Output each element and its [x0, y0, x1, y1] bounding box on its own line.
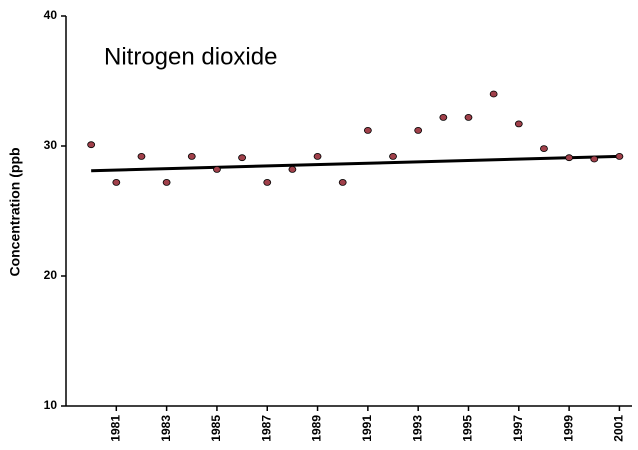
point — [615, 152, 624, 160]
point — [288, 165, 297, 173]
point — [338, 178, 347, 186]
y-tick-label: 20 — [44, 268, 58, 282]
point — [112, 178, 121, 186]
point — [489, 90, 498, 98]
point — [238, 154, 246, 162]
point — [263, 178, 272, 186]
x-tick-label: 1997 — [511, 415, 525, 442]
point — [187, 152, 196, 160]
point — [414, 126, 423, 134]
y-tick-label: 30 — [44, 138, 58, 152]
point — [464, 114, 473, 121]
x-tick-label: 1983 — [159, 415, 173, 442]
x-tick-label: 1995 — [461, 415, 475, 442]
x-tick-label: 1987 — [259, 415, 273, 442]
point — [439, 114, 448, 121]
point — [540, 145, 548, 153]
x-tick-label: 2001 — [612, 415, 626, 442]
point — [87, 141, 96, 149]
point — [565, 154, 574, 162]
chart-title: Nitrogen dioxide — [104, 43, 277, 70]
trend-line — [91, 154, 620, 173]
point — [590, 155, 599, 163]
y-tick-label: 10 — [44, 398, 58, 412]
x-tick-label: 1999 — [561, 415, 575, 442]
point — [213, 165, 221, 173]
y-tick-label: 40 — [44, 8, 58, 22]
point — [162, 178, 171, 186]
x-tick-label: 1993 — [410, 415, 424, 442]
x-tick-label: 1991 — [360, 415, 374, 442]
y-axis-label: Concentration (ppb — [7, 147, 23, 276]
x-tick-label: 1985 — [209, 415, 223, 442]
point — [363, 126, 372, 134]
point — [137, 152, 146, 160]
point — [389, 152, 397, 160]
point — [313, 152, 322, 160]
x-tick-label: 1981 — [108, 415, 122, 442]
point — [514, 120, 523, 128]
x-tick-label: 1989 — [310, 415, 324, 442]
